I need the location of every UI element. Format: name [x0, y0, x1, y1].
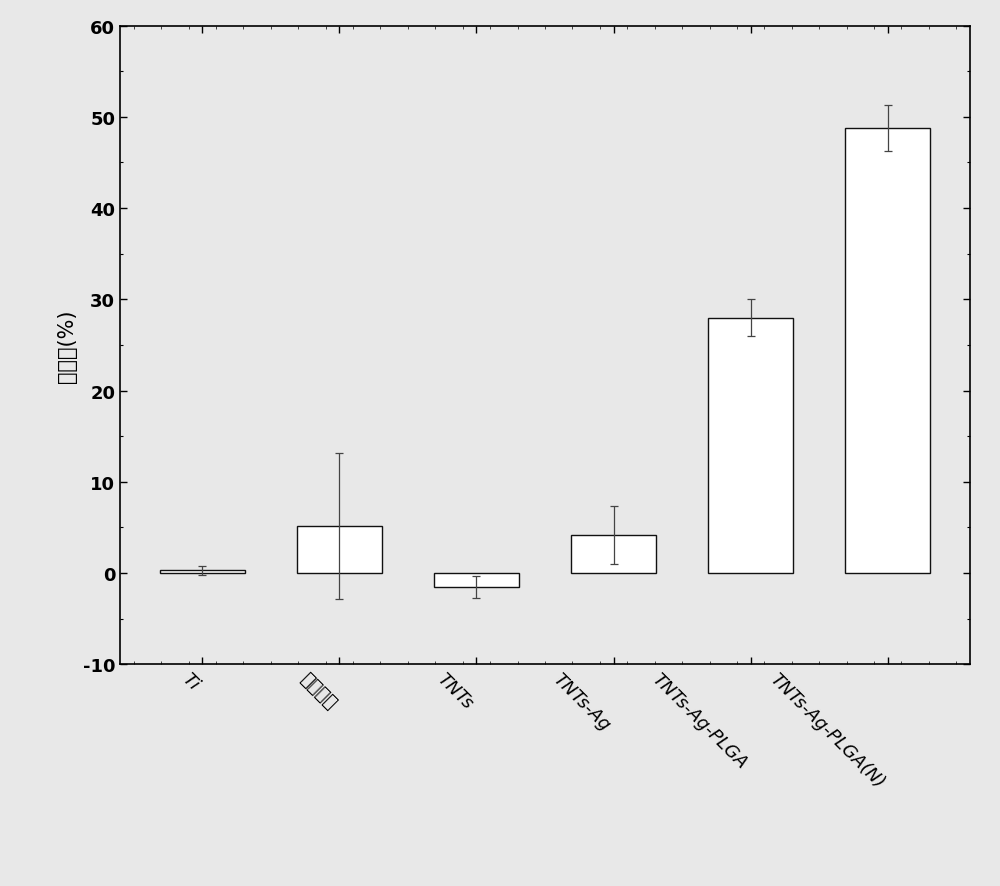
Bar: [845, 128, 930, 573]
Bar: [297, 526, 382, 573]
Bar: [571, 535, 656, 573]
Bar: [708, 318, 793, 573]
Bar: [434, 573, 519, 587]
Y-axis label: 抑制率(%): 抑制率(%): [57, 309, 77, 382]
Bar: [160, 571, 245, 573]
